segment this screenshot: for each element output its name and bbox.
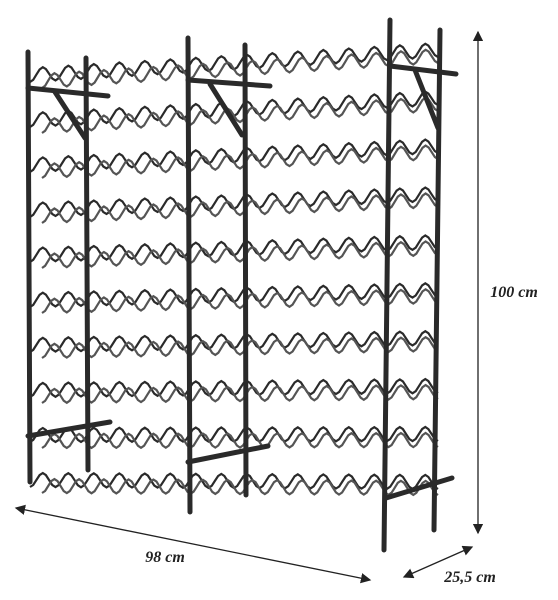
bracket: [185, 77, 273, 138]
width-arrow: [14, 504, 372, 584]
wine-rack-frame: [25, 17, 459, 553]
post: [431, 27, 443, 533]
rack-wave: [41, 144, 439, 179]
rack-wave: [41, 383, 439, 405]
rack-wave: [41, 192, 439, 224]
bracket: [25, 85, 111, 141]
rack-wave: [29, 234, 439, 263]
post: [83, 55, 91, 473]
rack-wave: [29, 186, 439, 218]
rack-wave: [29, 138, 439, 173]
rack-wave: [29, 42, 439, 83]
rack-wave: [41, 287, 439, 314]
post: [185, 35, 193, 515]
height-label: 100 cm: [490, 284, 538, 301]
post: [25, 49, 33, 485]
rack-wave: [41, 96, 439, 134]
width-label: 98 cm: [145, 549, 185, 566]
wine-rack-rows: [29, 42, 439, 497]
post: [381, 17, 393, 553]
rack-wave: [41, 48, 439, 89]
rack-wave: [41, 477, 439, 497]
bracket: [387, 63, 459, 131]
rack-wave: [41, 240, 439, 269]
dimension-lines: [14, 30, 484, 584]
foot-bar: [25, 419, 455, 501]
rack-wave: [41, 431, 439, 450]
depth-label: 25,5 cm: [443, 569, 496, 586]
rack-wave: [41, 335, 439, 359]
post: [242, 42, 249, 498]
depth-arrow: [402, 545, 474, 579]
